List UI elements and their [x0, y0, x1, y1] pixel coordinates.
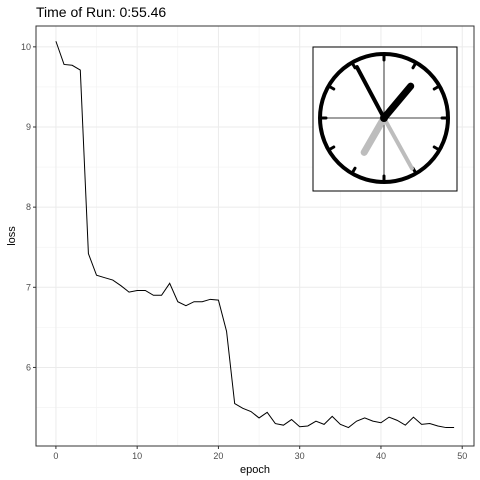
y-tick-label: 6 — [26, 362, 31, 372]
gridlines — [36, 26, 474, 446]
x-tick-label: 10 — [132, 451, 142, 461]
clock-hand — [380, 82, 415, 122]
x-tick-label: 50 — [457, 451, 467, 461]
clock-inset — [312, 46, 458, 192]
clock-hand — [382, 116, 414, 171]
y-tick-label: 8 — [26, 202, 31, 212]
x-axis-label: epoch — [240, 464, 270, 476]
clock-hour-tick — [327, 84, 336, 91]
clock-hand — [360, 114, 388, 156]
x-tick-label: 30 — [295, 451, 305, 461]
x-axis: 0 10 20 30 40 50 — [53, 446, 467, 461]
clock-hand — [354, 65, 386, 120]
clock-center — [380, 114, 388, 122]
y-tick-label: 10 — [21, 42, 31, 52]
x-tick-label: 0 — [53, 451, 58, 461]
series-layer — [55, 41, 455, 429]
x-tick-label: 40 — [376, 451, 386, 461]
clock-hour-tick — [411, 61, 418, 70]
clock-hour-tick — [350, 61, 357, 70]
chart-title: Time of Run: 0:55.46 — [36, 4, 166, 20]
y-axis: 6 7 8 9 10 — [21, 42, 36, 372]
clock-hour-tick — [432, 84, 441, 91]
plot-border — [35, 25, 475, 447]
loss-line — [55, 41, 455, 429]
clock-hour-tick — [432, 145, 441, 152]
x-tick-label: 20 — [213, 451, 223, 461]
y-tick-label: 9 — [26, 122, 31, 132]
y-axis-label: loss — [6, 226, 18, 246]
clock-hour-tick — [327, 145, 336, 152]
clock-hour-tick — [350, 166, 357, 175]
y-tick-label: 7 — [26, 282, 31, 292]
